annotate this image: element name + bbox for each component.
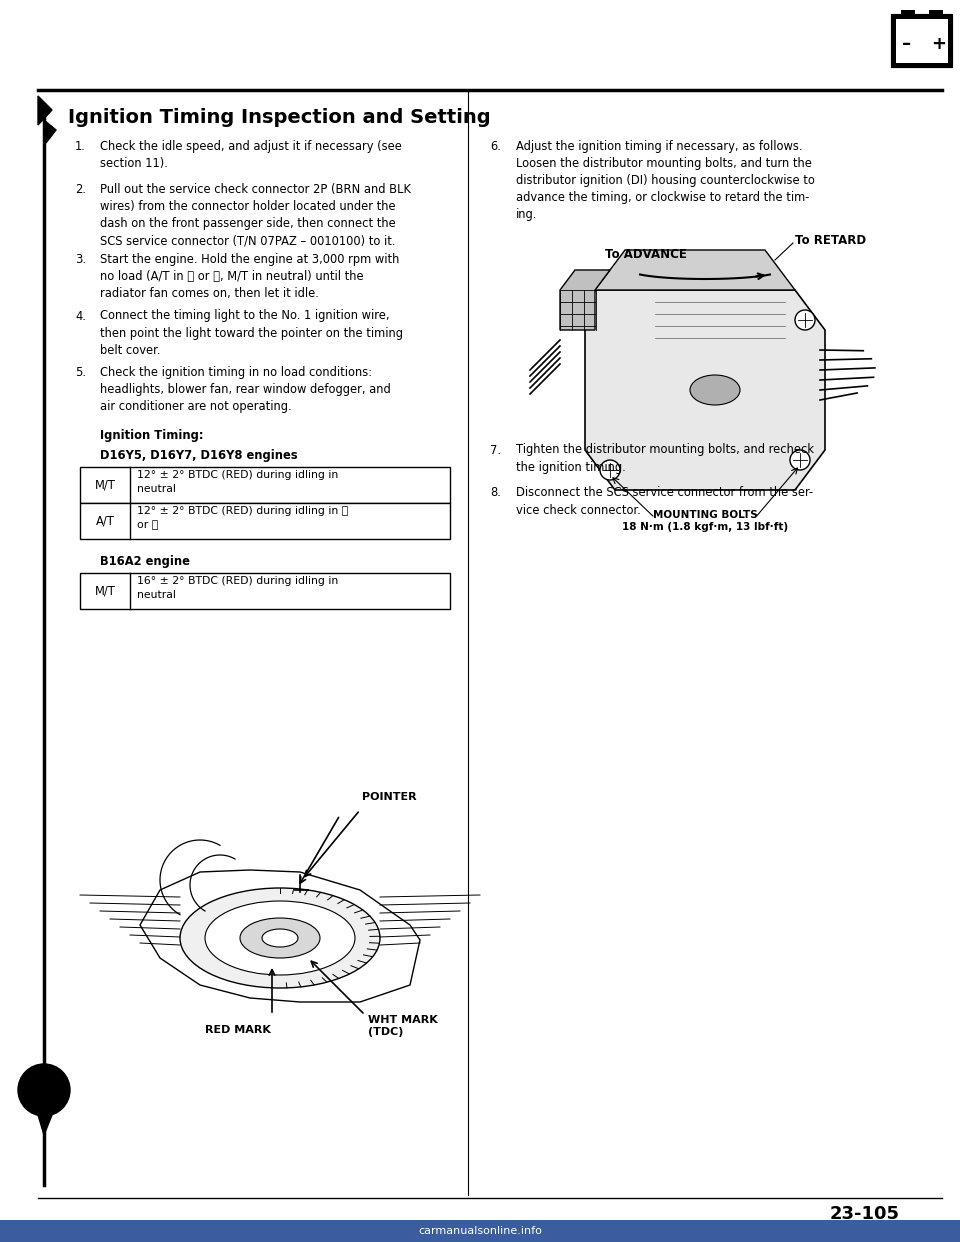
- FancyBboxPatch shape: [893, 16, 951, 66]
- Text: Check the ignition timing in no load conditions:
headlights, blower fan, rear wi: Check the ignition timing in no load con…: [100, 366, 391, 414]
- Text: POINTER: POINTER: [362, 792, 417, 802]
- Text: –: –: [902, 35, 912, 53]
- Text: Ignition Timing Inspection and Setting: Ignition Timing Inspection and Setting: [68, 108, 491, 127]
- FancyBboxPatch shape: [901, 10, 915, 17]
- Ellipse shape: [690, 375, 740, 405]
- Text: Disconnect the SCS service connector from the ser-
vice check connector.: Disconnect the SCS service connector fro…: [516, 487, 813, 517]
- Text: 12° ± 2° BTDC (RED) during idling in Ⓝ
or Ⓟ: 12° ± 2° BTDC (RED) during idling in Ⓝ o…: [137, 507, 348, 529]
- FancyBboxPatch shape: [896, 19, 948, 63]
- Text: D16Y5, D16Y7, D16Y8 engines: D16Y5, D16Y7, D16Y8 engines: [100, 448, 298, 462]
- Text: 4.: 4.: [75, 309, 85, 323]
- Text: To ADVANCE: To ADVANCE: [605, 248, 686, 262]
- Text: carmanualsonline.info: carmanualsonline.info: [418, 1226, 542, 1236]
- Text: Adjust the ignition timing if necessary, as follows.
Loosen the distributor moun: Adjust the ignition timing if necessary,…: [516, 140, 815, 221]
- Ellipse shape: [240, 918, 320, 958]
- Text: B16A2 engine: B16A2 engine: [100, 554, 190, 568]
- Polygon shape: [38, 1115, 52, 1135]
- Text: Check the idle speed, and adjust it if necessary (see
section 11).: Check the idle speed, and adjust it if n…: [100, 140, 402, 170]
- Polygon shape: [38, 96, 52, 125]
- Text: 23-105: 23-105: [830, 1205, 900, 1223]
- Text: 5.: 5.: [75, 366, 86, 379]
- Ellipse shape: [205, 900, 355, 975]
- Polygon shape: [595, 250, 795, 289]
- Text: M/T: M/T: [95, 584, 115, 597]
- Circle shape: [790, 450, 810, 469]
- Text: 8.: 8.: [490, 487, 501, 499]
- Text: Pull out the service check connector 2P (BRN and BLK
wires) from the connector h: Pull out the service check connector 2P …: [100, 183, 411, 247]
- FancyBboxPatch shape: [80, 467, 450, 503]
- Text: RED MARK: RED MARK: [205, 1025, 271, 1035]
- Text: 12° ± 2° BTDC (RED) during idling in
neutral: 12° ± 2° BTDC (RED) during idling in neu…: [137, 471, 338, 494]
- Text: MOUNTING BOLTS
18 N·m (1.8 kgf·m, 13 lbf·ft): MOUNTING BOLTS 18 N·m (1.8 kgf·m, 13 lbf…: [622, 510, 788, 532]
- Text: 2.: 2.: [75, 183, 86, 196]
- Text: Connect the timing light to the No. 1 ignition wire,
then point the light toward: Connect the timing light to the No. 1 ig…: [100, 309, 403, 356]
- FancyBboxPatch shape: [80, 573, 450, 609]
- Polygon shape: [140, 869, 420, 1002]
- Polygon shape: [560, 270, 610, 330]
- Text: M/T: M/T: [95, 478, 115, 491]
- Text: 6.: 6.: [490, 140, 501, 153]
- Text: To RETARD: To RETARD: [795, 233, 866, 246]
- Text: 16° ± 2° BTDC (RED) during idling in
neutral: 16° ± 2° BTDC (RED) during idling in neu…: [137, 576, 338, 600]
- Polygon shape: [44, 120, 56, 143]
- Text: Ignition Timing:: Ignition Timing:: [100, 428, 204, 441]
- Text: 3.: 3.: [75, 253, 86, 266]
- Text: 1.: 1.: [75, 140, 85, 153]
- Text: +: +: [931, 35, 947, 53]
- FancyBboxPatch shape: [80, 503, 450, 539]
- Text: A/T: A/T: [96, 514, 114, 527]
- FancyBboxPatch shape: [0, 1220, 960, 1242]
- Circle shape: [795, 310, 815, 330]
- Circle shape: [600, 460, 620, 479]
- Text: Start the engine. Hold the engine at 3,000 rpm with
no load (A/T in Ⓝ or Ⓟ, M/T : Start the engine. Hold the engine at 3,0…: [100, 253, 399, 301]
- FancyBboxPatch shape: [929, 10, 943, 17]
- Ellipse shape: [180, 888, 380, 987]
- Ellipse shape: [262, 929, 298, 946]
- Text: 7.: 7.: [490, 443, 501, 457]
- Text: WHT MARK
(TDC): WHT MARK (TDC): [368, 1015, 438, 1037]
- Polygon shape: [585, 289, 825, 491]
- Circle shape: [18, 1064, 70, 1117]
- Text: Tighten the distributor mounting bolts, and recheck
the ignition timing.: Tighten the distributor mounting bolts, …: [516, 443, 814, 473]
